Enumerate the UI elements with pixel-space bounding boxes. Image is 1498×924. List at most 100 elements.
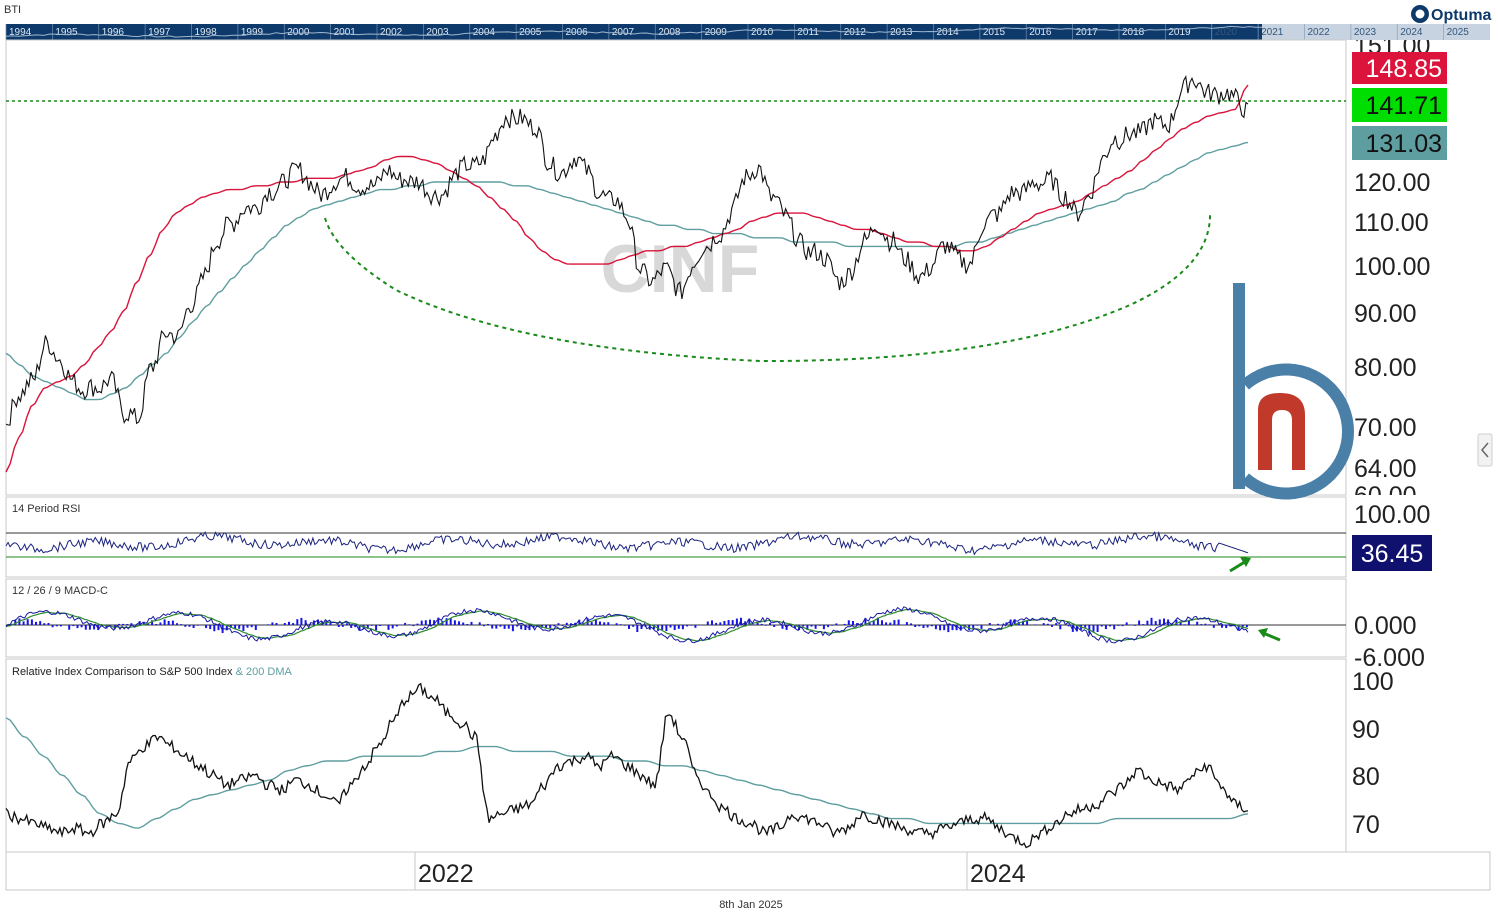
timeline-year-label[interactable]: 1998 [195, 27, 218, 38]
macd-histogram-bar [835, 623, 838, 625]
macd-histogram-bar [619, 624, 622, 625]
macd-histogram-bar [1096, 625, 1099, 632]
timeline-year-label[interactable]: 2011 [797, 27, 819, 38]
macd-histogram-bar [760, 623, 763, 625]
macd-histogram-bar [1138, 620, 1141, 625]
timeline-year-label[interactable]: 2007 [612, 27, 635, 38]
macd-histogram-bar [387, 625, 390, 630]
timeline-year-label[interactable]: 1996 [102, 27, 125, 38]
macd-histogram-bar [1237, 625, 1240, 631]
macd-histogram-bar [1042, 623, 1045, 625]
macd-histogram-bar [740, 617, 742, 625]
badge-last-price-text: 141.71 [1366, 92, 1442, 120]
timeline-year-label[interactable]: 2022 [1308, 27, 1331, 38]
timeline-year-label[interactable]: 2010 [751, 27, 774, 38]
macd-histogram-bar [1171, 623, 1174, 625]
rsi-panel-frame [5, 496, 1347, 578]
macd-histogram-bar [366, 625, 369, 629]
macd-histogram-bar [105, 625, 108, 629]
macd-histogram-bar [690, 625, 693, 626]
macd-histogram-bar [51, 625, 54, 628]
relative-tick-90: 90 [1352, 716, 1380, 744]
macd-histogram-bar [1245, 625, 1248, 628]
macd-histogram-bar [565, 622, 568, 625]
macd-histogram-bar [694, 625, 697, 628]
timeline-year-label[interactable]: 2005 [519, 27, 542, 38]
watermark-logo [1233, 283, 1355, 500]
timeline-year-label[interactable]: 2017 [1076, 27, 1099, 38]
macd-histogram-bar [934, 625, 937, 630]
macd-histogram-bar [545, 625, 548, 628]
timeline-year-label[interactable]: 2023 [1354, 27, 1377, 38]
macd-histogram-bar [1134, 625, 1136, 626]
macd-histogram-bar [868, 621, 871, 625]
macd-series [5, 606, 1249, 644]
macd-histogram-bar [822, 625, 825, 630]
macd-histogram-bar [511, 625, 514, 632]
macd-histogram-bar [922, 625, 925, 628]
side-collapse-handle[interactable] [1477, 433, 1493, 467]
macd-histogram-bar [487, 624, 489, 625]
macd-histogram-bar [594, 619, 597, 625]
macd-histogram-bar [14, 620, 17, 625]
price-tick-label: 64.00 [1354, 455, 1417, 483]
timeline-year-label[interactable]: 1995 [55, 27, 78, 38]
macd-histogram-bar [275, 623, 278, 625]
relative-panel: Relative Index Comparison to S&P 500 Ind… [5, 666, 1394, 849]
macd-histogram-bar [897, 619, 900, 625]
rsi-title: 14 Period RSI [12, 503, 80, 515]
macd-histogram-bar [632, 625, 635, 627]
timeline-year-label[interactable]: 2001 [334, 27, 357, 38]
macd-histogram-bar [296, 619, 299, 625]
timeline-year-label[interactable]: 1997 [148, 27, 171, 38]
macd-histogram-bar [636, 625, 639, 632]
macd-histogram-bar [242, 625, 245, 631]
macd-histogram-bar [126, 624, 129, 625]
timeline-year-label[interactable]: 2002 [380, 27, 403, 38]
macd-histogram-bar [1034, 624, 1037, 625]
macd-histogram-bar [864, 617, 867, 625]
date-label-2022: 2022 [418, 860, 474, 888]
macd-histogram-bar [781, 625, 784, 629]
macd-histogram-bar [918, 625, 921, 627]
timeline-year-label[interactable]: 1994 [9, 27, 32, 38]
macd-histogram-bar [337, 625, 340, 627]
rsi-badge-text: 36.45 [1361, 540, 1424, 568]
macd-histogram-bar [1212, 625, 1215, 628]
rsi-badge [1352, 535, 1432, 571]
timeline-bar-selection[interactable] [1262, 24, 1490, 40]
chevron-left-icon[interactable] [1481, 442, 1489, 458]
optuma-logo: Optuma [1411, 5, 1492, 24]
collapse-handle-box[interactable] [1477, 433, 1493, 467]
timeline-year-label[interactable]: 2015 [983, 27, 1006, 38]
macd-histogram-bar [1200, 624, 1203, 625]
macd-histogram-bar [429, 619, 431, 625]
relative-tick-70: 70 [1352, 811, 1380, 839]
rsi-panel: 14 Period RSI 100.00 36.45 [5, 501, 1432, 573]
macd-histogram-bar [905, 622, 908, 625]
relative-panel-frame [5, 658, 1347, 853]
timeline-year-label[interactable]: 2016 [1029, 27, 1052, 38]
timeline-year-label[interactable]: 2025 [1447, 27, 1470, 38]
price-tick-label: 110.00 [1354, 209, 1429, 237]
price-tick-label: 70.00 [1354, 414, 1417, 442]
timeline-year-label[interactable]: 2000 [287, 27, 310, 38]
timeline-year-label[interactable]: 2018 [1122, 27, 1145, 38]
timeline-year-label[interactable]: 2020 [1215, 27, 1238, 38]
timeline-year-label[interactable]: 2019 [1168, 27, 1191, 38]
timeline-year-label[interactable]: 2024 [1400, 27, 1423, 38]
timeline-year-label[interactable]: 1999 [241, 27, 264, 38]
timeline-year-label[interactable]: 2021 [1261, 27, 1284, 38]
macd-histogram-bar [893, 620, 896, 625]
timeline-year-label[interactable]: 2008 [658, 27, 681, 38]
macd-histogram-bar [43, 623, 46, 625]
timeline-year-label[interactable]: 2003 [426, 27, 449, 38]
timeline-navigator[interactable]: 1994 1995 1996 1997 1998 1999 2000 2001 2002 2003… [5, 24, 1490, 40]
timeline-year-label[interactable]: 2013 [890, 27, 913, 38]
badge-ma200 [1352, 126, 1447, 160]
badge-last-price [1352, 88, 1447, 122]
macd-histogram-bar [404, 622, 407, 625]
macd-histogram-bar [416, 623, 419, 625]
timeline-year-label[interactable]: 2014 [937, 27, 960, 38]
macd-histogram-bar [901, 624, 904, 625]
